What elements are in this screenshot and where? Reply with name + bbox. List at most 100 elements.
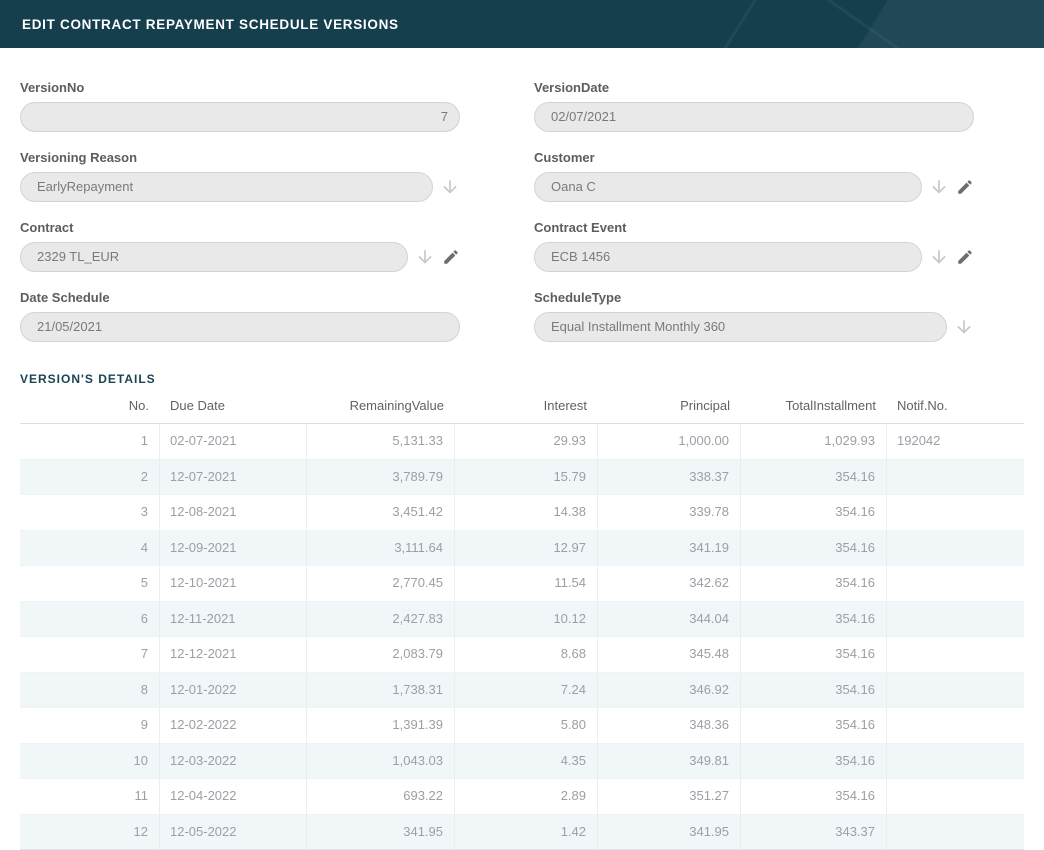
cell-principal: 345.48 (598, 637, 741, 673)
header-decoration (677, 0, 796, 48)
cell-remaining-value: 693.22 (307, 779, 455, 815)
cell-no: 6 (20, 602, 160, 638)
cell-no: 5 (20, 566, 160, 602)
cell-due-date: 12-07-2021 (160, 460, 307, 496)
cell-remaining-value: 2,427.83 (307, 602, 455, 638)
table-row[interactable]: 812-01-20221,738.317.24346.92354.16 (20, 673, 1024, 709)
cell-no: 7 (20, 637, 160, 673)
cell-notif-no (887, 673, 1024, 709)
cell-principal: 338.37 (598, 460, 741, 496)
versionno-input[interactable]: 7 (20, 102, 460, 132)
cell-interest: 8.68 (455, 637, 598, 673)
cell-due-date: 12-10-2021 (160, 566, 307, 602)
cell-principal: 348.36 (598, 708, 741, 744)
cell-interest: 29.93 (455, 424, 598, 460)
cell-principal: 341.19 (598, 531, 741, 567)
cell-principal: 341.95 (598, 815, 741, 850)
cell-principal: 342.62 (598, 566, 741, 602)
table-row[interactable]: 312-08-20213,451.4214.38339.78354.16 (20, 495, 1024, 531)
table-row[interactable]: 712-12-20212,083.798.68345.48354.16 (20, 637, 1024, 673)
cell-total-installment: 354.16 (741, 637, 887, 673)
versioning-reason-input[interactable]: EarlyRepayment (20, 172, 433, 202)
cell-interest: 4.35 (455, 744, 598, 780)
field-versiondate: VersionDate 02/07/2021 (534, 80, 974, 132)
col-header-remaining-value: RemainingValue (307, 394, 455, 423)
table-row[interactable]: 1012-03-20221,043.034.35349.81354.16 (20, 744, 1024, 780)
field-scheduletype: ScheduleType Equal Installment Monthly 3… (534, 290, 974, 342)
cell-due-date: 12-09-2021 (160, 531, 307, 567)
cell-due-date: 02-07-2021 (160, 424, 307, 460)
date-schedule-input[interactable]: 21/05/2021 (20, 312, 460, 342)
cell-notif-no (887, 460, 1024, 496)
scheduletype-label: ScheduleType (534, 290, 974, 305)
cell-total-installment: 343.37 (741, 815, 887, 850)
cell-total-installment: 354.16 (741, 744, 887, 780)
cell-due-date: 12-03-2022 (160, 744, 307, 780)
section-title-versions-details: VERSION'S DETAILS (20, 372, 1044, 386)
cell-principal: 344.04 (598, 602, 741, 638)
cell-due-date: 12-11-2021 (160, 602, 307, 638)
col-header-no: No. (20, 394, 160, 423)
cell-remaining-value: 1,043.03 (307, 744, 455, 780)
cell-notif-no (887, 779, 1024, 815)
cell-remaining-value: 1,738.31 (307, 673, 455, 709)
cell-total-installment: 354.16 (741, 531, 887, 567)
arrow-down-icon[interactable] (929, 247, 949, 267)
cell-no: 3 (20, 495, 160, 531)
app-header: EDIT CONTRACT REPAYMENT SCHEDULE VERSION… (0, 0, 1044, 48)
arrow-down-icon[interactable] (929, 177, 949, 197)
table-row[interactable]: 1112-04-2022693.222.89351.27354.16 (20, 779, 1024, 815)
cell-due-date: 12-05-2022 (160, 815, 307, 850)
table-row[interactable]: 102-07-20215,131.3329.931,000.001,029.93… (20, 424, 1024, 460)
pencil-icon[interactable] (442, 248, 460, 266)
field-date-schedule: Date Schedule 21/05/2021 (20, 290, 460, 342)
cell-interest: 14.38 (455, 495, 598, 531)
table-row[interactable]: 912-02-20221,391.395.80348.36354.16 (20, 708, 1024, 744)
table-row[interactable]: 212-07-20213,789.7915.79338.37354.16 (20, 460, 1024, 496)
table-row[interactable]: 1212-05-2022341.951.42341.95343.37 (20, 815, 1024, 850)
details-table-body: 102-07-20215,131.3329.931,000.001,029.93… (20, 424, 1024, 850)
cell-due-date: 12-04-2022 (160, 779, 307, 815)
cell-notif-no (887, 531, 1024, 567)
field-customer: Customer Oana C (534, 150, 974, 202)
cell-interest: 5.80 (455, 708, 598, 744)
cell-no: 10 (20, 744, 160, 780)
pencil-icon[interactable] (956, 178, 974, 196)
cell-due-date: 12-02-2022 (160, 708, 307, 744)
table-row[interactable]: 612-11-20212,427.8310.12344.04354.16 (20, 602, 1024, 638)
table-header-row: No. Due Date RemainingValue Interest Pri… (20, 394, 1024, 424)
cell-remaining-value: 2,083.79 (307, 637, 455, 673)
customer-input[interactable]: Oana C (534, 172, 922, 202)
cell-remaining-value: 2,770.45 (307, 566, 455, 602)
cell-no: 1 (20, 424, 160, 460)
edit-form: VersionNo 7 VersionDate 02/07/2021 Versi… (20, 80, 1044, 360)
cell-notif-no (887, 708, 1024, 744)
versiondate-input[interactable]: 02/07/2021 (534, 102, 974, 132)
table-row[interactable]: 512-10-20212,770.4511.54342.62354.16 (20, 566, 1024, 602)
header-decoration (781, 0, 963, 48)
cell-remaining-value: 3,789.79 (307, 460, 455, 496)
field-contract: Contract 2329 TL_EUR (20, 220, 460, 272)
table-row[interactable]: 412-09-20213,111.6412.97341.19354.16 (20, 531, 1024, 567)
cell-notif-no (887, 637, 1024, 673)
arrow-down-icon[interactable] (440, 177, 460, 197)
col-header-notif-no: Notif.No. (887, 394, 1024, 423)
versiondate-label: VersionDate (534, 80, 974, 95)
cell-principal: 351.27 (598, 779, 741, 815)
scheduletype-input[interactable]: Equal Installment Monthly 360 (534, 312, 947, 342)
cell-interest: 1.42 (455, 815, 598, 850)
cell-remaining-value: 3,451.42 (307, 495, 455, 531)
pencil-icon[interactable] (956, 248, 974, 266)
arrow-down-icon[interactable] (415, 247, 435, 267)
cell-no: 11 (20, 779, 160, 815)
cell-notif-no (887, 602, 1024, 638)
cell-remaining-value: 5,131.33 (307, 424, 455, 460)
cell-no: 8 (20, 673, 160, 709)
cell-notif-no (887, 815, 1024, 850)
contract-event-input[interactable]: ECB 1456 (534, 242, 922, 272)
arrow-down-icon[interactable] (954, 317, 974, 337)
cell-due-date: 12-01-2022 (160, 673, 307, 709)
cell-total-installment: 354.16 (741, 602, 887, 638)
col-header-interest: Interest (455, 394, 598, 423)
contract-input[interactable]: 2329 TL_EUR (20, 242, 408, 272)
